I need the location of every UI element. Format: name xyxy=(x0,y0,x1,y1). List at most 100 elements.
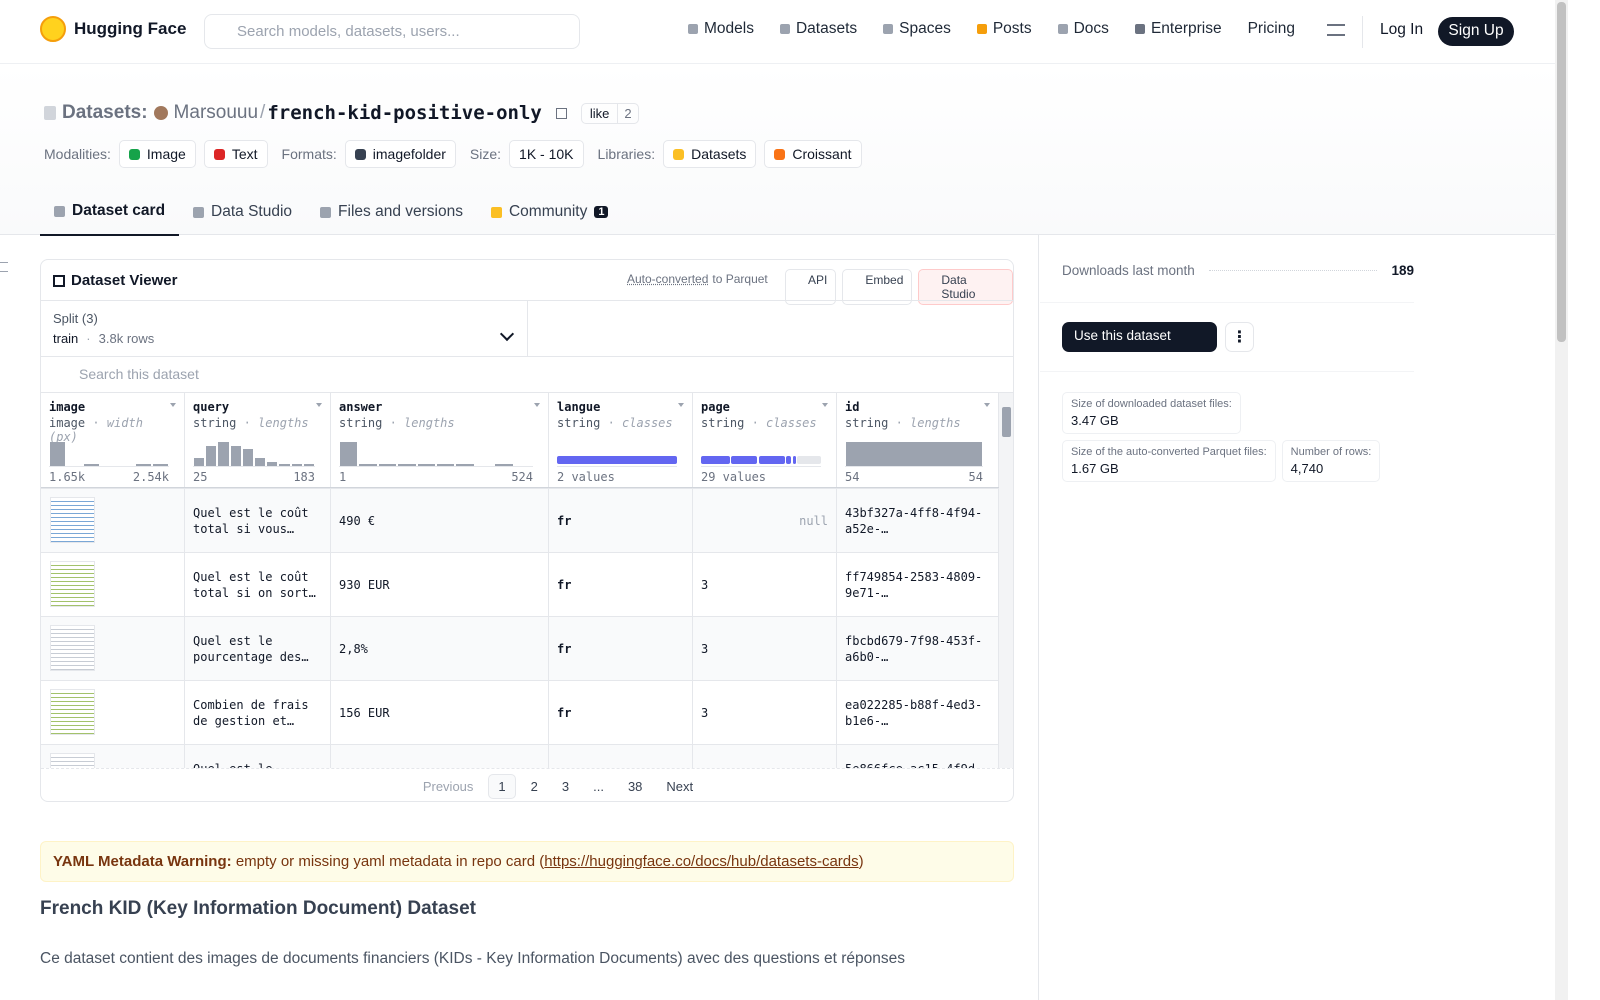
tag[interactable]: Datasets xyxy=(663,140,757,168)
tab[interactable]: Files and versions xyxy=(306,192,477,236)
nav-link[interactable]: Models xyxy=(688,20,754,38)
card-paragraph: Ce dataset contient des images de docume… xyxy=(40,950,905,967)
column-header[interactable]: query string · lengths 25 183 xyxy=(185,393,331,488)
tag[interactable]: Croissant xyxy=(764,140,862,168)
tab[interactable]: Data Studio xyxy=(179,192,306,236)
signup[interactable]: Sign Up xyxy=(1438,17,1514,46)
cell[interactable]: Quel est le coût total si on sort… xyxy=(185,552,331,616)
next[interactable]: Next xyxy=(666,778,694,794)
column-header[interactable]: page string · classes 29 values xyxy=(693,393,837,488)
column-header[interactable]: langue string · classes 2 values xyxy=(549,393,693,488)
cell[interactable]: fbcbd679-7f98-453f-a6b0-… xyxy=(837,616,999,680)
nav-link[interactable]: Spaces xyxy=(883,20,951,38)
cell[interactable]: 930 EUR xyxy=(331,552,549,616)
image-cell[interactable] xyxy=(41,488,185,552)
tag-icon xyxy=(673,148,685,160)
viewer-button[interactable]: Embed xyxy=(842,269,913,305)
cell[interactable]: fr xyxy=(549,552,693,616)
viewer-button[interactable]: Data Studio xyxy=(918,269,1013,305)
cell[interactable]: fr xyxy=(549,616,693,680)
split-select[interactable]: train · 3.8k rows xyxy=(53,331,154,346)
page-link[interactable]: 2 xyxy=(530,778,538,794)
previous[interactable]: Previous xyxy=(422,778,474,794)
cell[interactable] xyxy=(693,744,837,768)
cell[interactable]: Quel est le pourcentage des… xyxy=(185,616,331,680)
search-box[interactable]: Search models, datasets, users... xyxy=(204,14,580,49)
auto-converted[interactable]: Auto-converted xyxy=(627,272,709,286)
column-name: page xyxy=(701,400,730,414)
tag[interactable]: 1K - 10K xyxy=(509,140,584,168)
class-summary: 2 values xyxy=(557,470,615,484)
histogram-bar xyxy=(279,464,290,466)
cell-text: 930 EUR xyxy=(339,577,390,592)
divider xyxy=(1362,16,1363,48)
cell[interactable]: 156 EUR xyxy=(331,680,549,744)
thumbnail xyxy=(50,625,95,671)
cell[interactable] xyxy=(549,744,693,768)
page-link[interactable]: 38 xyxy=(627,778,643,794)
brand[interactable]: Hugging Face xyxy=(40,16,186,42)
nav-link-text: Pricing xyxy=(1247,20,1295,37)
page-link[interactable]: ... xyxy=(593,778,604,794)
cell[interactable]: fr xyxy=(549,488,693,552)
image-cell[interactable] xyxy=(41,744,185,768)
cell[interactable]: ff749854-2583-4809-9e71-… xyxy=(837,552,999,616)
page-link[interactable]: 1 xyxy=(488,773,516,799)
page-link[interactable]: 3 xyxy=(561,778,570,794)
range-labels: 1 524 xyxy=(339,470,533,484)
cell[interactable]: 3 xyxy=(693,680,837,744)
nav-link[interactable]: Datasets xyxy=(779,20,857,38)
like-button[interactable]: like 2 xyxy=(580,102,639,124)
card-heading: French KID (Key Information Document) Da… xyxy=(40,898,476,919)
column-header[interactable]: image image · width (px) 1.65k 2.54k xyxy=(41,393,185,488)
dot: · xyxy=(744,416,767,430)
nav-link[interactable]: Pricing xyxy=(1248,20,1295,38)
tag[interactable]: imagefolder xyxy=(344,140,456,168)
cell[interactable]: Quel est le xyxy=(185,744,331,768)
repo-name[interactable]: french-kid-positive-only xyxy=(267,102,542,124)
column-header[interactable]: id string · lengths 54 54 xyxy=(837,393,999,488)
image-cell[interactable] xyxy=(41,616,185,680)
cell[interactable]: 3 xyxy=(693,616,837,680)
cell[interactable]: null xyxy=(693,488,837,552)
owner[interactable]: Marsouuu xyxy=(173,102,259,123)
warning-link[interactable]: https://huggingface.co/docs/hub/datasets… xyxy=(544,853,859,870)
cell[interactable]: fr xyxy=(549,680,693,744)
tab[interactable]: Dataset card xyxy=(40,192,180,236)
cell[interactable]: 3 xyxy=(693,552,837,616)
cell[interactable]: ea022285-b88f-4ed3-b1e6-… xyxy=(837,680,999,744)
copy-icon[interactable] xyxy=(555,107,567,119)
tag[interactable]: Image xyxy=(118,140,196,168)
type: string xyxy=(339,416,383,430)
page-scrollbar[interactable] xyxy=(1555,0,1568,1000)
tab[interactable]: Community 1 xyxy=(477,192,623,236)
tag[interactable]: Text xyxy=(203,140,268,168)
toc-icon[interactable] xyxy=(0,262,8,272)
cell[interactable]: Quel est le coût total si vous… xyxy=(185,488,331,552)
nav-link[interactable]: Posts xyxy=(976,20,1032,38)
image-cell[interactable] xyxy=(41,552,185,616)
type: string xyxy=(701,416,745,430)
cell[interactable]: Combien de frais de gestion et… xyxy=(185,680,331,744)
column-header[interactable]: answer string · lengths 1 524 xyxy=(331,393,549,488)
login[interactable]: Log In xyxy=(1380,21,1424,38)
more-button[interactable]: ⋮ xyxy=(1225,322,1254,352)
scrollbar[interactable] xyxy=(999,393,1013,768)
section[interactable]: Datasets: xyxy=(62,102,148,123)
cell[interactable]: 2,8% xyxy=(331,616,549,680)
cell[interactable] xyxy=(331,744,549,768)
viewer-search[interactable]: Search this dataset xyxy=(41,356,1013,393)
viewer-button[interactable]: API xyxy=(785,269,837,305)
cell[interactable]: 490 € xyxy=(331,488,549,552)
menu-icon[interactable] xyxy=(1327,24,1345,36)
cell[interactable]: 5e866fce-ac15-4f9d- xyxy=(837,744,999,768)
use-dataset[interactable]: Use this dataset xyxy=(1062,322,1217,352)
page-scroll-thumb[interactable] xyxy=(1557,2,1566,342)
image-cell[interactable] xyxy=(41,680,185,744)
nav-link[interactable]: Enterprise xyxy=(1134,20,1222,38)
cell[interactable]: 43bf327a-4ff8-4f94-a52e-… xyxy=(837,488,999,552)
split-name: train xyxy=(53,331,79,346)
nav-link[interactable]: Docs xyxy=(1057,20,1109,38)
nav-link-text: Spaces xyxy=(899,20,951,37)
scroll-thumb[interactable] xyxy=(1002,407,1011,437)
